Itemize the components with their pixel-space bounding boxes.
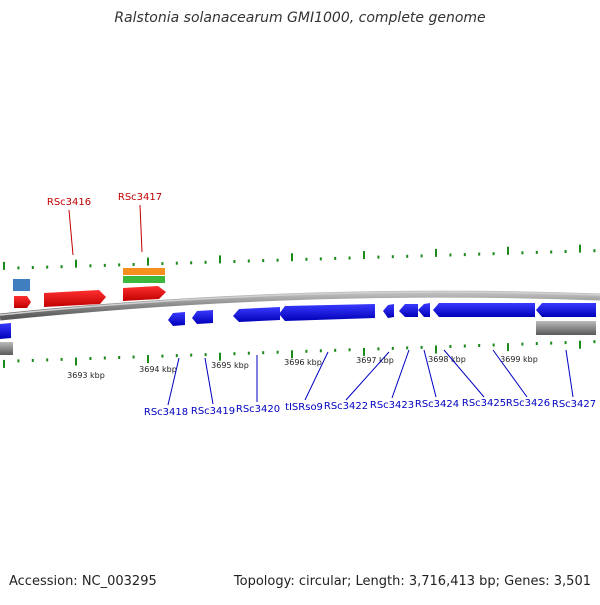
genome-backbone-highlight: [0, 291, 600, 316]
gene-label-rsc3418: RSc3418: [144, 407, 188, 418]
gene-arrow-rsc3420: [233, 307, 280, 322]
leader-line-rsc3426: [492, 349, 528, 398]
lower-tick-ruler: [3, 340, 596, 368]
leader-line-rsc3416: [68, 209, 74, 256]
scale-label-3696: 3696 kbp: [284, 358, 322, 367]
gene-label-rsc3424: RSc3424: [415, 399, 459, 410]
leader-line-rsc3418: [167, 357, 180, 406]
orange-feature: [123, 268, 165, 275]
grey-feature-left: [0, 342, 13, 355]
gene-arrow-rsc3417: [123, 286, 166, 301]
scale-label-3698: 3698 kbp: [428, 355, 466, 364]
gene-arrow-rsc3424: [418, 303, 430, 317]
gene-label-rsc3417: RSc3417: [118, 192, 162, 203]
genome-backbone: [0, 290, 600, 321]
gene-label-rsc3422: RSc3422: [324, 401, 368, 412]
leader-line-tisrso9: [304, 351, 329, 401]
gene-arrow-rsc3425: [433, 303, 455, 317]
map-title: Ralstonia solanacearum GMI1000, complete…: [114, 10, 486, 26]
gene-label-rsc3419: RSc3419: [191, 406, 235, 417]
leader-line-rsc3423: [391, 349, 410, 399]
leader-line-rsc3422: [345, 351, 390, 401]
gene-label-rsc3426: RSc3426: [506, 398, 550, 409]
genome-summary-text: Topology: circular; Length: 3,716,413 bp…: [233, 574, 591, 589]
leader-line-rsc3417: [139, 204, 143, 253]
gene-arrow-rsc3418: [168, 312, 185, 326]
gene-label-rsc3416: RSc3416: [47, 197, 91, 208]
gene-label-rsc3420: RSc3420: [236, 404, 280, 415]
scale-label-3693: 3693 kbp: [67, 371, 105, 380]
gene-arrow-rsc3416: [44, 290, 106, 307]
gene-arrow-rsc3419: [192, 310, 213, 324]
scale-label-3699: 3699 kbp: [500, 355, 538, 364]
gene-arrow-rsc3427: [536, 303, 596, 317]
gene-label-rsc3425: RSc3425: [462, 398, 506, 409]
gene-arrow-rsc3415: [14, 296, 31, 308]
grey-feature-right: [536, 321, 596, 335]
leader-line-rsc3425: [443, 349, 485, 398]
gene-arrow-left-partial: [0, 323, 11, 339]
gene-label-rsc3427: RSc3427: [552, 399, 596, 410]
gene-arrow-rsc3422: [383, 304, 394, 318]
steelblue-feature: [13, 279, 30, 291]
gene-arrow-tisrso9: [279, 304, 375, 321]
leader-line-rsc3424: [423, 349, 437, 398]
gene-label-tisrso9: tISRso9: [285, 402, 323, 413]
gene-arrow-rsc3423: [399, 304, 418, 317]
gene-label-rsc3423: RSc3423: [370, 400, 414, 411]
scale-label-3695: 3695 kbp: [211, 361, 249, 370]
scale-label-3697: 3697 kbp: [356, 356, 394, 365]
accession-text: Accession: NC_003295: [9, 574, 157, 589]
scale-label-3694: 3694 kbp: [139, 365, 177, 374]
leader-line-rsc3427: [565, 349, 574, 398]
gene-arrow-rsc3426: [448, 303, 535, 317]
green-feature: [123, 276, 165, 283]
upper-tick-ruler: [3, 244, 596, 270]
leader-line-rsc3419: [204, 357, 214, 405]
